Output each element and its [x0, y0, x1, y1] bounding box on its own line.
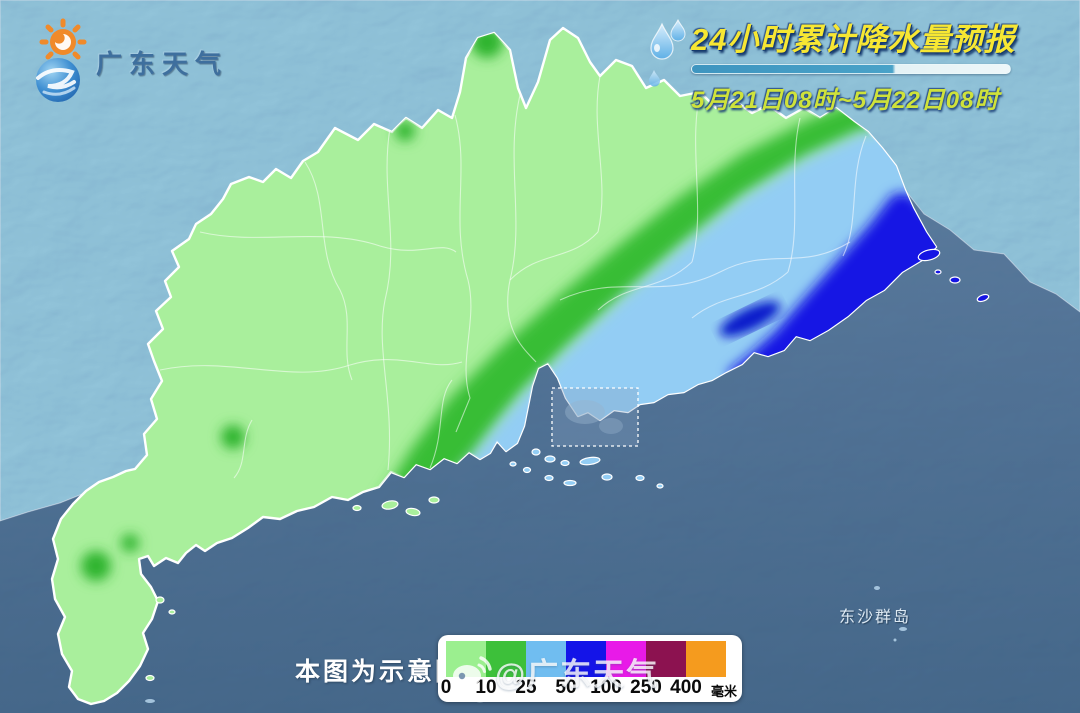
prefecture-boundaries	[159, 75, 867, 479]
legend-unit: 毫米	[710, 684, 737, 699]
water-swirl-icon	[36, 58, 80, 102]
legend-threshold: 0	[440, 677, 452, 698]
legend-scale: 0 10 25 50 100 250 400	[438, 677, 742, 699]
legend-swatches	[446, 641, 726, 677]
legend-threshold: 400	[670, 677, 702, 698]
logo-text: 广东天气	[96, 49, 229, 79]
dongsha-islands-label: 东沙群岛	[839, 609, 912, 626]
legend-color-swatch	[646, 641, 686, 677]
legend-threshold: 250	[630, 677, 662, 698]
gdweather-logo: 广东天气	[26, 18, 221, 113]
legend-threshold: 10	[475, 677, 497, 698]
legend-color-swatch	[486, 641, 526, 677]
band-light-blue	[450, 130, 936, 505]
islands	[145, 248, 990, 703]
band-green	[373, 94, 910, 510]
band-navy-spot	[719, 301, 781, 337]
raindrops-icon	[649, 18, 686, 87]
disclaimer-label: 本图为示意图	[295, 658, 464, 686]
legend-color-swatch	[686, 641, 726, 677]
sun-icon	[39, 18, 87, 60]
legend-threshold: 100	[590, 677, 622, 698]
forecast-title: 24小时累计降水量预报	[691, 22, 1016, 57]
hongkong-dashed-box	[551, 387, 639, 447]
legend-threshold: 25	[515, 677, 537, 698]
legend-threshold: 50	[555, 677, 577, 698]
forecast-title-block: 24小时累计降水量预报 5月21日08时~5月22日08时	[649, 14, 1036, 115]
gdweather-logo-icon	[36, 18, 87, 102]
precipitation-legend: 0 10 25 50 100 250 400 毫米	[438, 635, 742, 702]
legend-color-swatch	[526, 641, 566, 677]
title-divider	[691, 64, 1011, 74]
legend-color-swatch	[566, 641, 606, 677]
legend-color-swatch	[606, 641, 646, 677]
legend-color-swatch	[446, 641, 486, 677]
forecast-period: 5月21日08时~5月22日08时	[691, 87, 1000, 114]
